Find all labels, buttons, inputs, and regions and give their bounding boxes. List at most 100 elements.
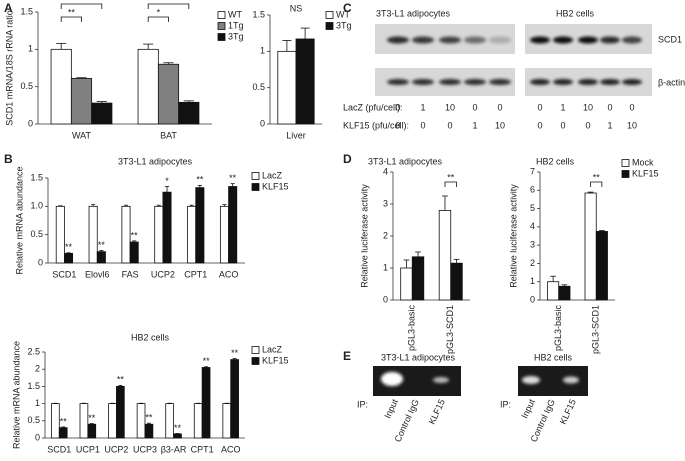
- legend-label: WT: [228, 9, 242, 19]
- x-tick-label: ACO: [219, 269, 239, 279]
- y-tick-label: 1.0: [30, 201, 43, 211]
- x-tick-label: β3-AR: [161, 444, 187, 454]
- x-tick-label: Liver: [286, 130, 306, 140]
- y-tick-label: 0: [530, 294, 535, 304]
- bar: [277, 50, 297, 125]
- bar: [116, 385, 125, 439]
- legend-label: 1Tg: [228, 20, 244, 30]
- significance-label: **: [145, 413, 153, 423]
- bar: [595, 231, 608, 301]
- y-tick-label: 1: [383, 262, 388, 272]
- bar: [58, 427, 68, 439]
- panel-label: C: [343, 1, 352, 15]
- legend-swatch: [621, 170, 630, 178]
- bar: [157, 63, 180, 125]
- y-axis-label: Relative luciferase activity: [359, 184, 369, 288]
- significance-label: **: [117, 375, 125, 385]
- dose-label: 0: [629, 102, 634, 112]
- bar: [129, 241, 139, 264]
- x-tick-label: pGL3-SCD1: [591, 305, 601, 354]
- y-tick-label: 1: [28, 44, 33, 54]
- legend-label: KLF15: [262, 181, 289, 191]
- significance-label: **: [60, 416, 68, 426]
- bar: [70, 78, 93, 125]
- blot-band: [622, 36, 642, 44]
- blot-band: [530, 79, 550, 85]
- legend-swatch: [217, 22, 226, 30]
- blot-band: [530, 36, 550, 44]
- bar: [165, 403, 174, 439]
- chart-title: 3T3-L1 adipocytes: [368, 156, 443, 166]
- bar: [178, 101, 200, 125]
- bar: [547, 281, 560, 301]
- blot-title: HB2 cells: [556, 8, 595, 18]
- x-tick-label: UCP1: [76, 444, 100, 454]
- bar: [154, 205, 164, 264]
- dose-label: 10: [627, 120, 637, 130]
- y-tick-label: 3: [383, 198, 388, 208]
- annotation: **: [165, 0, 173, 4]
- y-tick-label: 1: [35, 398, 40, 408]
- blot-band: [439, 36, 461, 44]
- annotation: **: [68, 7, 76, 17]
- y-axis-label: Relative luciferase activity: [508, 184, 518, 288]
- x-tick-label: UCP3: [133, 444, 157, 454]
- legend-label: Mock: [632, 157, 654, 167]
- significance-bracket: [60, 3, 103, 9]
- y-tick-label: 0: [28, 118, 33, 128]
- y-tick-label: 1: [530, 276, 535, 286]
- bar: [137, 48, 159, 125]
- legend-swatch: [217, 11, 226, 19]
- bar: [295, 38, 315, 125]
- bar: [411, 256, 425, 301]
- blot-band: [578, 79, 598, 85]
- legend-label: 3Tg: [336, 20, 352, 30]
- bar: [121, 205, 131, 264]
- blot-band: [622, 79, 642, 85]
- legend-swatch: [251, 172, 260, 180]
- dose-label: 1: [420, 102, 425, 112]
- x-tick-label: ACO: [221, 444, 241, 454]
- bar: [584, 192, 597, 301]
- y-tick-label: 0: [35, 432, 40, 442]
- y-tick-label: 1.5: [252, 9, 265, 19]
- blot-band: [412, 36, 434, 44]
- legend-label: WT: [336, 9, 350, 19]
- blot-band: [578, 36, 598, 44]
- band-label: SCD1: [658, 34, 682, 44]
- dose-label: 0: [420, 120, 425, 130]
- significance-bracket: [147, 16, 169, 22]
- significance-label: **: [196, 175, 204, 185]
- row-label: LacZ (pfu/cell):: [343, 102, 403, 112]
- x-tick-label: FAS: [122, 269, 139, 279]
- significance-label: **: [88, 413, 96, 423]
- annotation: *: [157, 7, 161, 17]
- legend-swatch: [251, 346, 260, 354]
- significance-label: **: [131, 230, 139, 240]
- significance-label: **: [98, 240, 106, 250]
- panel-label: D: [343, 152, 352, 166]
- bar: [400, 267, 413, 301]
- dose-label: 1: [472, 120, 477, 130]
- chart-title: 3T3-L1 adipocytes: [118, 156, 193, 166]
- blot-band: [387, 79, 409, 85]
- legend-swatch: [325, 11, 334, 19]
- bar: [51, 403, 60, 439]
- annotation: **: [447, 172, 455, 182]
- dose-label: 0: [537, 120, 542, 130]
- blot-band: [439, 79, 461, 85]
- dose-label: 0: [537, 102, 542, 112]
- blot-band: [464, 36, 486, 44]
- dose-label: 10: [495, 120, 505, 130]
- bar: [438, 209, 452, 301]
- bar: [91, 102, 113, 125]
- dose-label: 0: [395, 120, 400, 130]
- y-axis-label: Relative mRNA abundance: [14, 166, 24, 274]
- bar: [558, 285, 571, 301]
- significance-label: **: [203, 356, 211, 366]
- bar: [195, 187, 205, 264]
- dose-label: 1: [607, 120, 612, 130]
- bar: [228, 186, 238, 264]
- y-tick-label: 2: [530, 258, 535, 268]
- annotation: **: [78, 0, 86, 4]
